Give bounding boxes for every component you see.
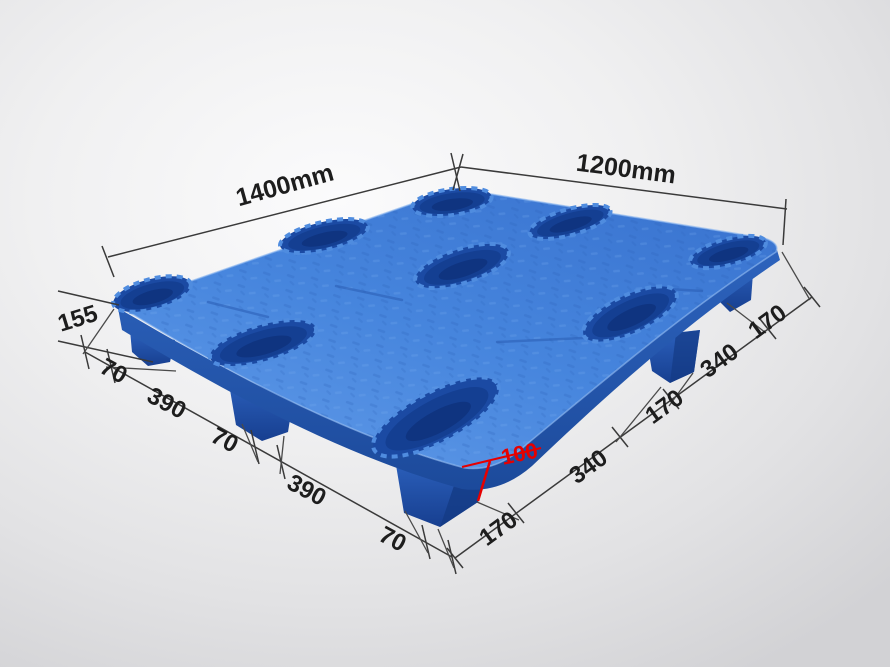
leg-cavity	[688, 233, 768, 271]
leg-cavity-ring	[607, 303, 656, 331]
leg-cavity-ring	[301, 230, 348, 247]
leg-cavity-ring	[709, 246, 749, 263]
deck-cavities	[111, 185, 768, 459]
leg-cavity-ring	[438, 258, 488, 280]
leg-cavity	[413, 241, 511, 291]
dim-label-left-seg-1: 70	[95, 353, 131, 389]
dim-label-left-seg-3: 70	[206, 422, 242, 458]
leg-cavity	[410, 185, 494, 219]
dim-chain-right	[446, 251, 821, 569]
dim-chain-left	[80, 308, 457, 575]
dim-leg-height-100	[461, 447, 542, 502]
deck-edge-highlight	[123, 188, 778, 470]
dim-width-1200	[452, 153, 788, 246]
leg-cavity	[581, 284, 679, 344]
leg-cavity-ring	[236, 335, 292, 358]
leg-cavity-ring	[132, 288, 173, 306]
dim-length-1400	[101, 152, 462, 278]
foot-mid-right-shade	[670, 330, 700, 383]
dim-label-left-seg-4: 390	[283, 469, 331, 512]
pallet	[111, 185, 780, 527]
dim-label-height: 155	[55, 300, 101, 338]
dim-label-length: 1400mm	[233, 158, 337, 212]
leg-cavity	[527, 202, 613, 242]
leg-cavity	[371, 375, 501, 459]
dim-label-right-seg-2: 340	[564, 444, 612, 489]
leg-cavity-ring	[431, 198, 473, 211]
dim-height-155	[57, 290, 154, 363]
dim-label-right-seg-3: 170	[640, 384, 688, 429]
leg-cavity	[207, 317, 319, 369]
leg-cavity-ring	[405, 401, 471, 442]
leg-cavity-ring	[549, 216, 592, 233]
dim-label-left-seg-5: 70	[374, 521, 410, 557]
dim-label-right-seg-5: 170	[743, 299, 791, 344]
leg-cavity	[278, 217, 370, 255]
